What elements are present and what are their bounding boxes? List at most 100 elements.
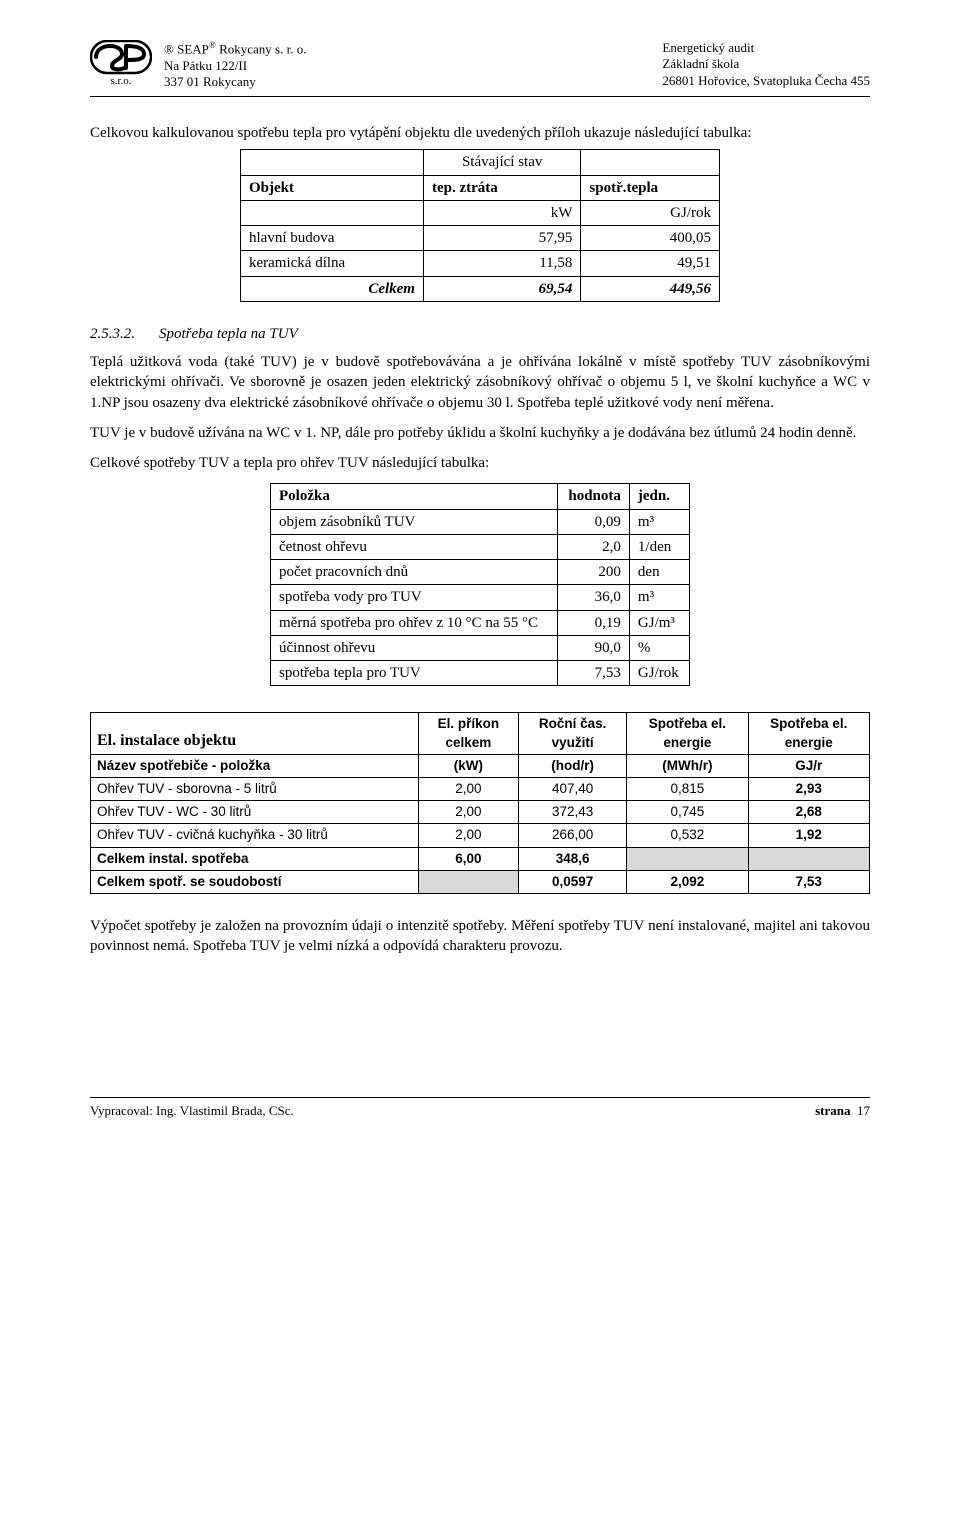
footer-right-num: 17 (857, 1103, 870, 1118)
t3-r2-b: 266,00 (518, 824, 626, 847)
t3-r2-c: 0,532 (627, 824, 748, 847)
t3-title: El. instalace objektu (91, 713, 419, 754)
t2-r2-l: počet pracovních dnů (271, 560, 558, 585)
t1-r0-v2: 400,05 (581, 226, 720, 251)
t1-r0-l: hlavní budova (241, 226, 424, 251)
footer-right-lbl: strana (815, 1103, 850, 1118)
t2-h2: hodnota (557, 484, 629, 509)
section-heading: 2.5.3.2. Spotřeba tepla na TUV (90, 324, 870, 344)
t2-r1-v: 2,0 (557, 534, 629, 559)
t3-sum1-a: 6,00 (418, 847, 518, 870)
t3-r2-a: 2,00 (418, 824, 518, 847)
t2-r4-v: 0,19 (557, 610, 629, 635)
t3-r1-a: 2,00 (418, 801, 518, 824)
header-right-text: Energetický audit Základní škola 26801 H… (662, 40, 870, 89)
hl-line2: Na Pátku 122/II (164, 58, 306, 74)
t1-total-v2: 449,56 (581, 276, 720, 301)
t1-unit1: kW (423, 200, 580, 225)
header-left: s.r.o. ® SEAP® Rokycany s. r. o. Na Pátk… (90, 40, 306, 90)
t1-unit2: GJ/rok (581, 200, 720, 225)
t3-h2a: Roční čas. (539, 716, 607, 731)
t3-h1b: celkem (446, 735, 492, 750)
t1-total-lbl: Celkem (241, 276, 424, 301)
t2-r2-u: den (629, 560, 689, 585)
hl-line3: 337 01 Rokycany (164, 74, 306, 90)
hr-line3: 26801 Hořovice, Svatopluka Čecha 455 (662, 73, 870, 89)
t2-r3-l: spotřeba vody pro TUV (271, 585, 558, 610)
t3-sum2-d: 7,53 (748, 870, 869, 893)
t1-super-header: Stávající stav (423, 150, 580, 175)
t3-r2-l: Ohřev TUV - cvičná kuchyňka - 30 litrů (91, 824, 419, 847)
t2-r3-v: 36,0 (557, 585, 629, 610)
t1-r0-v1: 57,95 (423, 226, 580, 251)
t2-r6-u: GJ/rok (629, 661, 689, 686)
t3-r1-l: Ohřev TUV - WC - 30 litrů (91, 801, 419, 824)
t3-u2: (hod/r) (518, 754, 626, 777)
t3-sum2-l: Celkem spotř. se soudobostí (91, 870, 419, 893)
hr-line1: Energetický audit (662, 40, 870, 56)
t1-col2: spotř.tepla (581, 175, 720, 200)
t2-r6-v: 7,53 (557, 661, 629, 686)
t2-r3-u: m³ (629, 585, 689, 610)
t2-r0-l: objem zásobníků TUV (271, 509, 558, 534)
el-install-table: El. instalace objektu El. příkon celkem R… (90, 712, 870, 894)
para-3: TUV je v budově užívána na WC v 1. NP, d… (90, 423, 870, 443)
t2-r0-u: m³ (629, 509, 689, 534)
company-logo: s.r.o. (90, 40, 152, 86)
hl-line1: ® SEAP® Rokycany s. r. o. (164, 40, 306, 58)
doc-header: s.r.o. ® SEAP® Rokycany s. r. o. Na Pátk… (90, 40, 870, 97)
t2-r5-u: % (629, 635, 689, 660)
t1-col1: tep. ztráta (423, 175, 580, 200)
t2-r6-l: spotřeba tepla pro TUV (271, 661, 558, 686)
t3-sub-lbl: Název spotřebiče - položka (91, 754, 419, 777)
heat-loss-table: Stávající stav Objekt tep. ztráta spotř.… (240, 149, 720, 302)
t2-r5-v: 90,0 (557, 635, 629, 660)
t3-r0-d: 2,93 (748, 777, 869, 800)
t3-h3a: Spotřeba el. (649, 716, 726, 731)
t3-r1-c: 0,745 (627, 801, 748, 824)
t3-r2-d: 1,92 (748, 824, 869, 847)
t3-r0-l: Ohřev TUV - sborovna - 5 litrů (91, 777, 419, 800)
footer-left: Vypracoval: Ing. Vlastimil Brada, CSc. (90, 1102, 294, 1120)
t3-sum1-l: Celkem instal. spotřeba (91, 847, 419, 870)
t2-r0-v: 0,09 (557, 509, 629, 534)
t3-u1: (kW) (418, 754, 518, 777)
para-2: Teplá užitková voda (také TUV) je v budo… (90, 352, 870, 413)
t2-r2-v: 200 (557, 560, 629, 585)
t3-r1-b: 372,43 (518, 801, 626, 824)
t3-sum2-b: 0,0597 (518, 870, 626, 893)
t2-h1: Položka (271, 484, 558, 509)
t3-r0-b: 407,40 (518, 777, 626, 800)
tuv-params-table: Položka hodnota jedn. objem zásobníků TU… (270, 483, 690, 686)
hr-line2: Základní škola (662, 56, 870, 72)
logo-subtext: s.r.o. (110, 75, 131, 86)
t1-total-v1: 69,54 (423, 276, 580, 301)
t3-sum2-c: 2,092 (627, 870, 748, 893)
section-num: 2.5.3.2. (90, 324, 135, 344)
t3-h2b: využití (552, 735, 594, 750)
t2-r1-u: 1/den (629, 534, 689, 559)
t1-obj-label: Objekt (241, 175, 424, 200)
t3-sum1-c (627, 847, 748, 870)
t2-h3: jedn. (629, 484, 689, 509)
t2-r5-l: účinnost ohřevu (271, 635, 558, 660)
para-4: Celkové spotřeby TUV a tepla pro ohřev T… (90, 453, 870, 473)
t3-u3: (MWh/r) (627, 754, 748, 777)
t3-sum1-b: 348,6 (518, 847, 626, 870)
t2-r1-l: četnost ohřevu (271, 534, 558, 559)
t1-r1-l: keramická dílna (241, 251, 424, 276)
section-title: Spotřeba tepla na TUV (159, 324, 298, 344)
t3-sum1-d (748, 847, 869, 870)
t2-r4-l: měrná spotřeba pro ohřev z 10 °C na 55 °… (271, 610, 558, 635)
header-left-text: ® SEAP® Rokycany s. r. o. Na Pátku 122/I… (164, 40, 306, 90)
t3-h1a: El. příkon (438, 716, 500, 731)
footer-right: strana 17 (815, 1102, 870, 1120)
t1-r1-v2: 49,51 (581, 251, 720, 276)
t3-sum2-a (418, 870, 518, 893)
t3-h3b: energie (663, 735, 711, 750)
t3-h4a: Spotřeba el. (770, 716, 847, 731)
t3-r0-a: 2,00 (418, 777, 518, 800)
t3-r1-d: 2,68 (748, 801, 869, 824)
intro-paragraph: Celkovou kalkulovanou spotřebu tepla pro… (90, 123, 870, 143)
page-footer: Vypracoval: Ing. Vlastimil Brada, CSc. s… (90, 1097, 870, 1120)
